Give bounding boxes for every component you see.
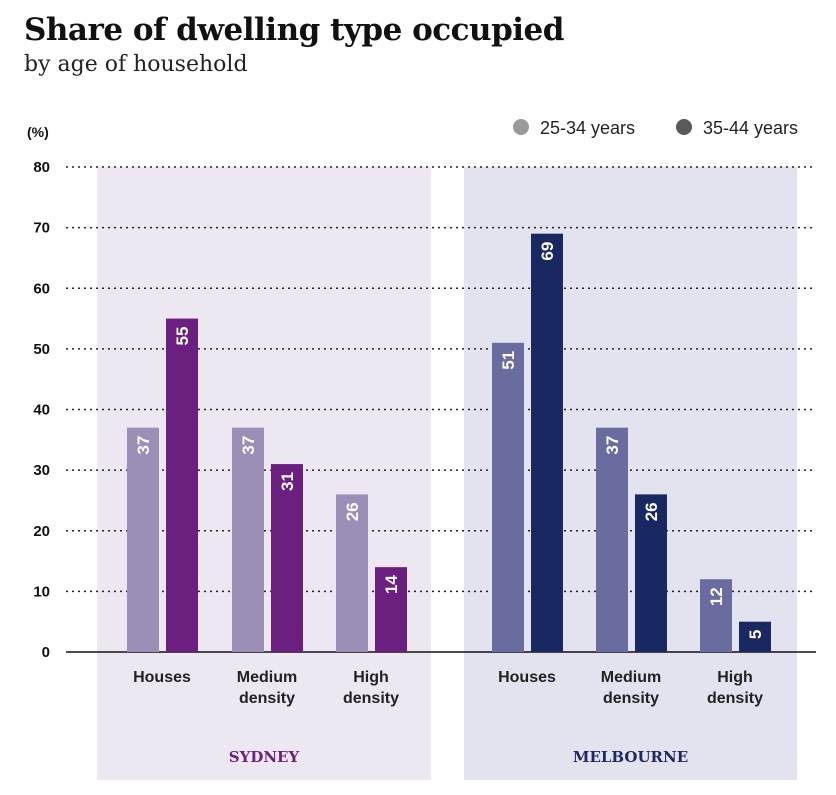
category-label: Medium [237, 669, 297, 686]
bar [739, 621, 771, 652]
bar [492, 342, 524, 652]
y-tick-label: 60 [33, 280, 50, 297]
y-tick-label: 30 [33, 462, 50, 479]
y-axis-unit: (%) [27, 124, 49, 140]
legend-swatch [676, 119, 692, 135]
data-label: 12 [707, 587, 726, 606]
data-label: 51 [499, 351, 518, 370]
y-tick-label: 10 [33, 583, 50, 600]
category-label: Houses [133, 669, 191, 686]
bar [271, 464, 303, 652]
legend-label: 35-44 years [703, 118, 798, 138]
legend-swatch [513, 119, 529, 135]
bar [232, 427, 264, 652]
category-label: density [707, 690, 763, 707]
legend: 25-34 years 35-44 years [513, 118, 798, 138]
data-label: 5 [746, 630, 765, 639]
panel-backgrounds [97, 167, 797, 780]
y-tick-label: 20 [33, 523, 50, 540]
data-label: 69 [538, 242, 557, 261]
bar [531, 233, 563, 652]
category-label: density [239, 690, 295, 707]
data-label: 37 [134, 436, 153, 455]
bar [336, 494, 368, 652]
category-label: density [343, 690, 399, 707]
panel-label: SYDNEY [229, 748, 300, 766]
y-tick-label: 0 [42, 644, 50, 661]
data-label: 26 [343, 502, 362, 521]
y-tick-label: 80 [33, 159, 50, 176]
bar [596, 427, 628, 652]
panel-labels: SYDNEY MELBOURNE [229, 748, 688, 766]
category-label: Medium [601, 669, 661, 686]
bar [635, 494, 667, 652]
data-label: 37 [603, 436, 622, 455]
bar [127, 427, 159, 652]
bars: 37 55 37 31 26 14 51 69 37 26 12 5 [127, 233, 771, 652]
data-label: 26 [642, 502, 661, 521]
y-axis: 0 10 20 30 40 50 60 70 80 [33, 159, 50, 661]
y-tick-label: 40 [33, 402, 50, 419]
panel-label: MELBOURNE [573, 748, 688, 766]
data-label: 14 [382, 575, 401, 594]
y-tick-label: 50 [33, 341, 50, 358]
data-label: 31 [278, 472, 297, 491]
category-labels: Houses Medium density High density Houses Medi… [133, 669, 763, 707]
legend-label: 25-34 years [540, 118, 635, 138]
category-label: High [353, 669, 389, 686]
data-label: 55 [173, 327, 192, 346]
category-label: density [603, 690, 659, 707]
category-label: High [717, 669, 753, 686]
bar [166, 318, 198, 652]
chart-title: Share of dwelling type occupied [24, 12, 564, 48]
bar [375, 567, 407, 652]
category-label: Houses [498, 669, 556, 686]
chart-subtitle: by age of household [24, 52, 248, 77]
bar [700, 579, 732, 652]
data-label: 37 [239, 436, 258, 455]
y-tick-label: 70 [33, 220, 50, 237]
gridlines [66, 166, 816, 653]
